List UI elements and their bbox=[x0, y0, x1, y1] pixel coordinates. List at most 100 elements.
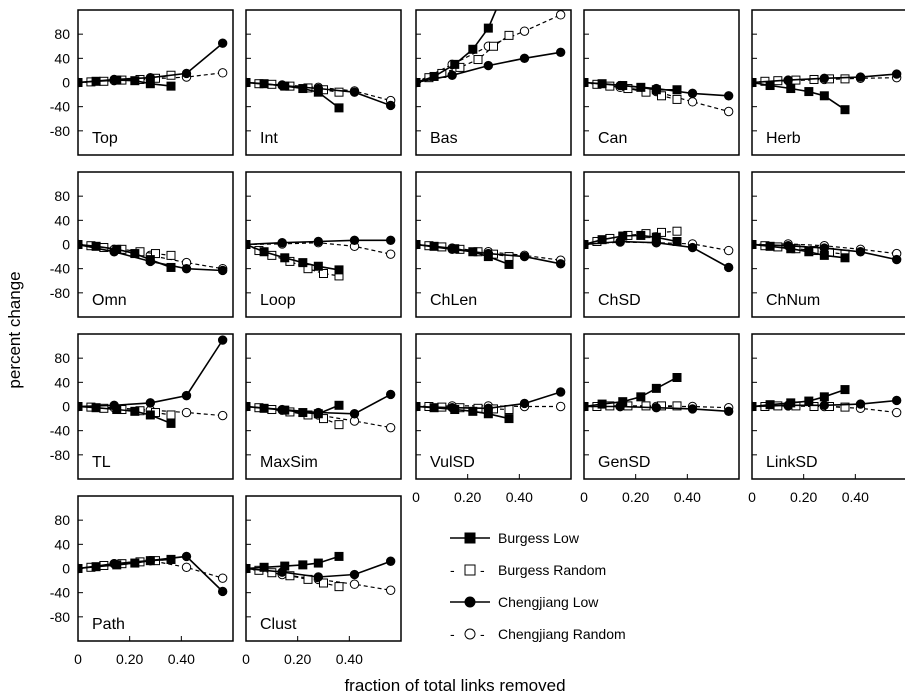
data-point-burgess-low bbox=[166, 262, 176, 272]
data-point-burgess-low bbox=[298, 258, 308, 268]
data-point-burgess-low bbox=[819, 250, 829, 260]
panel-plot-area bbox=[752, 239, 902, 265]
data-point-burgess-low bbox=[429, 241, 439, 251]
data-point-chengjiang-low bbox=[651, 403, 662, 413]
data-point-burgess-low bbox=[78, 78, 83, 87]
panel-plot-area bbox=[246, 235, 396, 281]
panel-maxsim: MaxSim bbox=[245, 333, 402, 480]
panel-label: ChNum bbox=[766, 292, 820, 309]
data-point-burgess-low bbox=[483, 252, 493, 262]
data-point-chengjiang-low bbox=[891, 395, 902, 406]
data-point-burgess-low bbox=[112, 405, 122, 415]
data-point-burgess-low bbox=[280, 81, 290, 91]
data-point-burgess-low bbox=[334, 400, 344, 410]
panel-label: MaxSim bbox=[260, 454, 318, 471]
panel-clust: Clust bbox=[245, 495, 402, 642]
data-point-chengjiang-low bbox=[519, 398, 530, 409]
panel-plot-area bbox=[78, 335, 228, 428]
data-point-burgess-low bbox=[166, 418, 176, 428]
legend-marker bbox=[464, 628, 476, 640]
panel-chnum: ChNum bbox=[751, 171, 905, 318]
x-tick-label: 0.40 bbox=[168, 651, 195, 667]
data-point-chengjiang-random bbox=[181, 407, 192, 418]
data-point-chengjiang-low bbox=[349, 235, 360, 245]
data-point-burgess-random bbox=[657, 91, 666, 101]
y-tick-label: -40 bbox=[50, 261, 70, 277]
y-tick-label: 40 bbox=[54, 212, 70, 228]
data-point-burgess-low bbox=[651, 383, 661, 393]
data-point-burgess-low bbox=[840, 105, 850, 115]
panel-label: LinkSD bbox=[766, 454, 818, 471]
legend-marker bbox=[464, 532, 476, 544]
legend-entry: - - Chengjiang Random bbox=[450, 626, 626, 642]
panel-chlen: ChLen bbox=[415, 171, 572, 318]
data-point-chengjiang-low bbox=[313, 236, 324, 247]
y-tick-label: 40 bbox=[54, 50, 70, 66]
data-point-burgess-low bbox=[504, 259, 514, 269]
data-point-burgess-low bbox=[636, 82, 646, 92]
panel-label: Bas bbox=[430, 130, 458, 147]
y-tick-label: 0 bbox=[62, 75, 70, 91]
data-point-burgess-low bbox=[786, 84, 796, 94]
x-axis-title: fraction of total links removed bbox=[344, 676, 565, 695]
data-point-burgess-low bbox=[618, 231, 628, 241]
data-point-chengjiang-random bbox=[217, 573, 228, 583]
data-point-burgess-low bbox=[752, 240, 757, 249]
y-tick-label: 0 bbox=[62, 237, 70, 253]
data-point-burgess-low bbox=[78, 240, 83, 249]
x-tick-label: 0 bbox=[748, 489, 756, 505]
panel-label: Omn bbox=[92, 292, 127, 309]
panel-plot-area bbox=[246, 389, 396, 433]
data-point-burgess-low bbox=[450, 244, 460, 254]
x-tick-label: 0.40 bbox=[506, 489, 533, 505]
data-point-burgess-random bbox=[672, 94, 682, 104]
y-tick-label: -40 bbox=[50, 585, 70, 601]
y-tick-label: -80 bbox=[50, 123, 70, 139]
panel-frame bbox=[245, 171, 402, 318]
data-point-burgess-low bbox=[468, 406, 478, 416]
data-point-burgess-low bbox=[786, 244, 796, 254]
data-point-chengjiang-low bbox=[555, 47, 566, 57]
legend-dash: - bbox=[450, 562, 455, 578]
panel-label: Can bbox=[598, 130, 627, 147]
data-point-chengjiang-low bbox=[181, 390, 192, 401]
panel-plot-area bbox=[78, 551, 228, 597]
panel-plot-area bbox=[78, 239, 228, 276]
data-point-chengjiang-low bbox=[555, 259, 566, 269]
data-point-burgess-low bbox=[618, 81, 628, 91]
data-point-chengjiang-low bbox=[313, 572, 324, 582]
data-point-burgess-random bbox=[504, 252, 514, 262]
data-point-burgess-low bbox=[651, 85, 661, 95]
data-point-burgess-low bbox=[298, 408, 308, 418]
data-point-burgess-low bbox=[752, 402, 757, 411]
data-point-burgess-random bbox=[840, 74, 850, 84]
data-point-burgess-random bbox=[840, 402, 850, 412]
panel-label: Loop bbox=[260, 292, 296, 309]
data-point-burgess-random bbox=[641, 401, 651, 411]
data-point-chengjiang-low bbox=[723, 406, 734, 417]
data-point-burgess-random bbox=[489, 41, 498, 51]
data-point-chengjiang-low bbox=[217, 335, 228, 345]
panel-label: Path bbox=[92, 616, 125, 633]
data-point-chengjiang-random bbox=[385, 249, 396, 259]
panel-label: ChSD bbox=[598, 292, 641, 309]
data-point-chengjiang-low bbox=[687, 404, 698, 414]
data-point-chengjiang-low bbox=[217, 265, 228, 276]
data-point-burgess-low bbox=[280, 253, 290, 263]
data-point-burgess-low bbox=[298, 84, 308, 94]
data-point-chengjiang-random bbox=[217, 68, 228, 78]
data-point-burgess-low bbox=[166, 81, 176, 91]
panel-label: GenSD bbox=[598, 454, 650, 471]
data-point-burgess-low bbox=[450, 405, 460, 415]
data-point-burgess-low bbox=[246, 402, 251, 411]
panel-tl: 80 40 0 -40 -80 TL bbox=[50, 333, 234, 480]
data-point-chengjiang-low bbox=[687, 242, 698, 253]
legend-label: Burgess Random bbox=[498, 562, 606, 578]
panel-top: 80 40 0 -40 -80 Top bbox=[50, 9, 234, 156]
data-point-burgess-random bbox=[809, 402, 819, 411]
y-tick-label: 80 bbox=[54, 26, 70, 42]
data-point-burgess-random bbox=[334, 582, 344, 592]
data-point-burgess-low bbox=[334, 265, 344, 275]
data-point-burgess-low bbox=[246, 240, 251, 249]
